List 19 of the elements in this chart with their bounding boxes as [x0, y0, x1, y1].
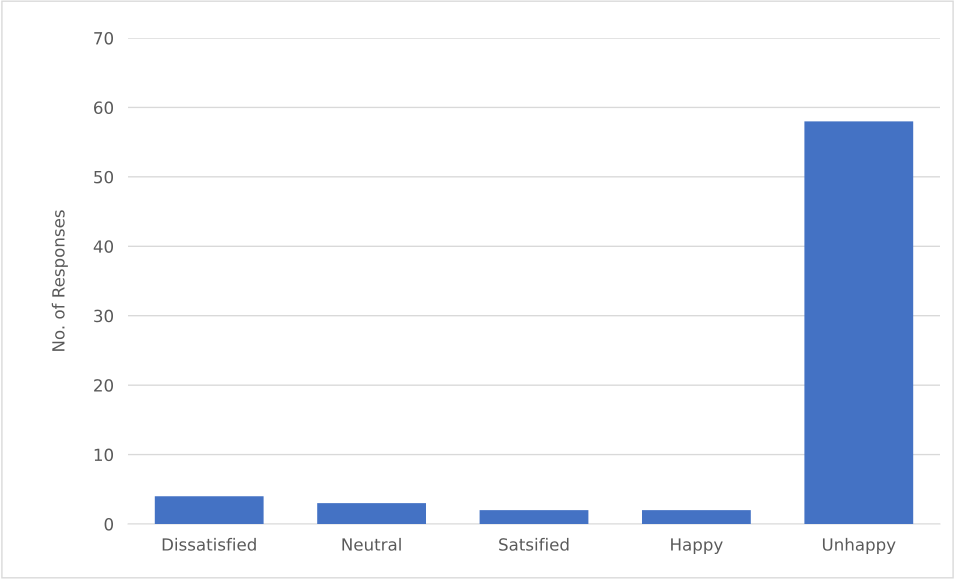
x-tick-label: Neutral: [342, 538, 401, 551]
y-tick-label: 40: [94, 240, 114, 253]
bar: [804, 121, 914, 524]
y-tick-label: 50: [94, 170, 114, 184]
y-axis-title: No. of Responses: [52, 210, 68, 351]
x-tick-label: Unhappy: [822, 538, 896, 554]
bar: [317, 503, 426, 524]
bar: [642, 510, 751, 524]
y-tick-label: 70: [94, 32, 114, 45]
x-tick-label: Happy: [671, 538, 723, 554]
y-tick-label: 60: [94, 101, 114, 114]
x-tick-label: Satsified: [499, 538, 568, 551]
y-tick-label: 10: [94, 448, 114, 462]
y-tick-label: 0: [104, 518, 114, 531]
y-tick-label: 20: [94, 379, 114, 392]
x-tick-label: Dissatisfied: [162, 538, 256, 551]
bar: [154, 496, 264, 524]
bar: [480, 510, 588, 524]
y-tick-label: 30: [94, 310, 114, 322]
